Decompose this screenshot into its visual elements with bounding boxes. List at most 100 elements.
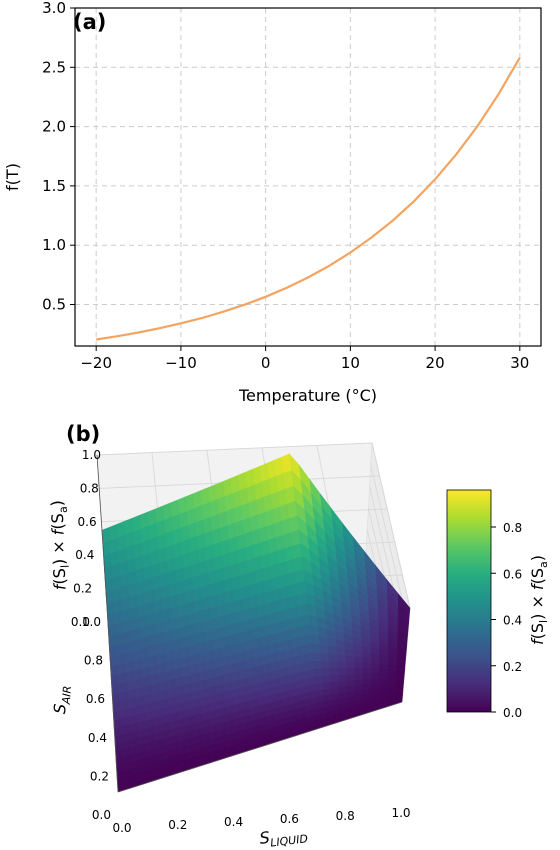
panel-b-surface-patch xyxy=(256,580,267,595)
panel-a-x-tick-label: 20 xyxy=(426,354,445,372)
panel-b-surface-patch xyxy=(279,573,290,589)
panel-b-surface-patch xyxy=(241,584,251,600)
panel-b-surface-patch xyxy=(274,598,284,613)
panel-b-surface-patch xyxy=(319,652,330,662)
panel-b-surface-patch xyxy=(328,653,338,662)
panel-b-y-tick-label: 0.8 xyxy=(84,654,103,668)
panel-b-surface-patch xyxy=(195,609,205,624)
panel-b-surface-patch xyxy=(311,660,322,670)
panel-a-line-chart: −20 −10 0 10 20 30 0.5 1.0 1.5 2.0 2.5 3.0 (a) Tem… xyxy=(3,0,542,405)
panel-b-surface-patch xyxy=(345,661,355,669)
panel-b-surface-patch xyxy=(287,571,298,586)
panel-b-y-tick-label: 0.2 xyxy=(90,769,109,783)
panel-b-z-tick-label: 0.4 xyxy=(75,548,94,562)
panel-b-surface-patch xyxy=(198,546,208,563)
panel-b-surface-patch xyxy=(188,522,198,540)
panel-a-y-axis-label: f(T) xyxy=(3,163,22,191)
panel-b-x-axis-line xyxy=(117,701,403,793)
panel-b-surface-patch xyxy=(196,519,206,537)
panel-b-surface-patch xyxy=(379,658,389,665)
panel-b-surface-patch xyxy=(230,549,240,566)
panel-b-surface-patch xyxy=(308,624,319,636)
panel-b-x-tick-label: 0.0 xyxy=(112,821,131,835)
panel-b-surface-patch xyxy=(370,657,380,665)
panel-b-surface-patch xyxy=(181,538,192,555)
panel-b-surface-patch xyxy=(362,668,372,675)
panel-b-surface-patch xyxy=(270,563,281,579)
panel-b-back-gridline xyxy=(96,442,373,456)
panel-b-surface-patch xyxy=(310,643,321,653)
panel-b-surface-patch xyxy=(220,525,230,542)
panel-b-surface-patch xyxy=(327,645,337,655)
panel-b-surface-patch xyxy=(263,565,273,581)
panel-a-y-tick-label: 2.0 xyxy=(42,118,66,136)
panel-b-surface-patch xyxy=(335,646,346,656)
panel-b-surface-patch xyxy=(278,561,289,577)
panel-b-surface-patch xyxy=(262,552,272,569)
panel-a-y-tick-label: 2.5 xyxy=(42,58,66,76)
panel-b-surface-patch xyxy=(361,651,372,659)
panel-b-surface-patch xyxy=(311,652,321,662)
panel-b-surface-patch xyxy=(191,562,201,578)
panel-b-surface-patch xyxy=(223,564,233,581)
panel-b-surface-patch xyxy=(362,656,372,664)
panel-b-z-axis-label: f(Sl) × f(Sa) xyxy=(47,500,72,591)
panel-b-surface-patch xyxy=(264,577,274,593)
panel-b-surface-patch xyxy=(233,587,243,602)
panel-b-surface-patch xyxy=(362,662,372,669)
panel-b-back-gridline xyxy=(371,442,411,609)
panel-b-surface-patch xyxy=(213,541,224,558)
panel-b-surface-patch xyxy=(197,533,207,550)
panel-b-surface-patch xyxy=(387,663,397,669)
panel-b-y-tick-label: 0.4 xyxy=(88,731,107,745)
panel-b-surface-patch xyxy=(396,664,406,669)
panel-b-surface-chart: (b) 0.00.00.00.20.20.20.40.40.40.60.60.6… xyxy=(47,422,550,850)
panel-b-surface-patch xyxy=(255,568,266,584)
panel-b-surface-patch xyxy=(215,567,226,583)
panel-b-surface-patch xyxy=(224,577,235,593)
panel-b-x-tick-label: 0.8 xyxy=(336,809,355,823)
panel-b-surface-patch xyxy=(175,554,185,571)
panel-a-label: (a) xyxy=(73,10,106,34)
panel-a-x-tick-label: 30 xyxy=(510,354,529,372)
panel-b-surface-patch xyxy=(209,582,219,597)
panel-b-surface-patch xyxy=(226,600,236,615)
panel-b-colorbar-label: f(Sl) × f(Sa) xyxy=(528,555,550,645)
panel-b-colorbar xyxy=(446,489,492,713)
panel-b-surface-patch xyxy=(336,654,346,663)
panel-b-z-tick-label: 0.0 xyxy=(71,615,90,629)
panel-b-surface-patch xyxy=(336,661,347,669)
panel-b-surface-patch xyxy=(216,579,227,595)
panel-b-surface-patch xyxy=(194,504,205,523)
panel-b-surface-patch xyxy=(211,513,221,531)
panel-b-surface-patch xyxy=(217,591,228,606)
panel-b-surface-patch xyxy=(320,660,330,669)
panel-a-x-tick-label: −10 xyxy=(165,354,197,372)
panel-b-surface-patch xyxy=(207,557,217,573)
panel-b-surface-patch xyxy=(202,596,212,611)
panel-b-surface-patch xyxy=(237,547,248,564)
panel-b-label: (b) xyxy=(66,422,100,446)
panel-b-tick-labels: 0.00.00.00.20.20.20.40.40.40.60.60.60.80… xyxy=(71,448,411,835)
panel-b-surface-patch xyxy=(187,507,197,526)
panel-b-x-tick-label: 0.2 xyxy=(168,818,187,832)
panel-b-x-axis-label: SLIQUID xyxy=(258,823,308,850)
panel-a-y-tick-label: 3.0 xyxy=(42,0,66,17)
panel-b-surface-patch xyxy=(203,516,213,534)
panel-b-x-tick-label: 1.0 xyxy=(391,806,410,820)
panel-b-y-axis-line xyxy=(107,621,119,793)
panel-b-surface-patch xyxy=(313,675,323,685)
panel-a-y-tick-label: 1.0 xyxy=(42,236,66,254)
panel-b-surface-patch xyxy=(177,579,187,595)
panel-b-surface-patch xyxy=(337,668,347,676)
panel-a-y-ticks: 0.5 1.0 1.5 2.0 2.5 3.0 xyxy=(42,0,75,313)
panel-b-surface-patch xyxy=(244,531,254,548)
panel-b-surface-patch xyxy=(379,663,389,669)
panel-a-y-tick-label: 0.5 xyxy=(42,295,66,313)
panel-b-surface-patch xyxy=(202,501,212,520)
panel-b-y-tick-label: 1.0 xyxy=(82,615,101,629)
panel-b-surface-patch xyxy=(199,559,209,576)
panel-b-surface-patch xyxy=(345,655,355,663)
panel-b-z-tick-label: 0.2 xyxy=(73,582,92,596)
panel-b-surface-patch xyxy=(212,527,222,545)
